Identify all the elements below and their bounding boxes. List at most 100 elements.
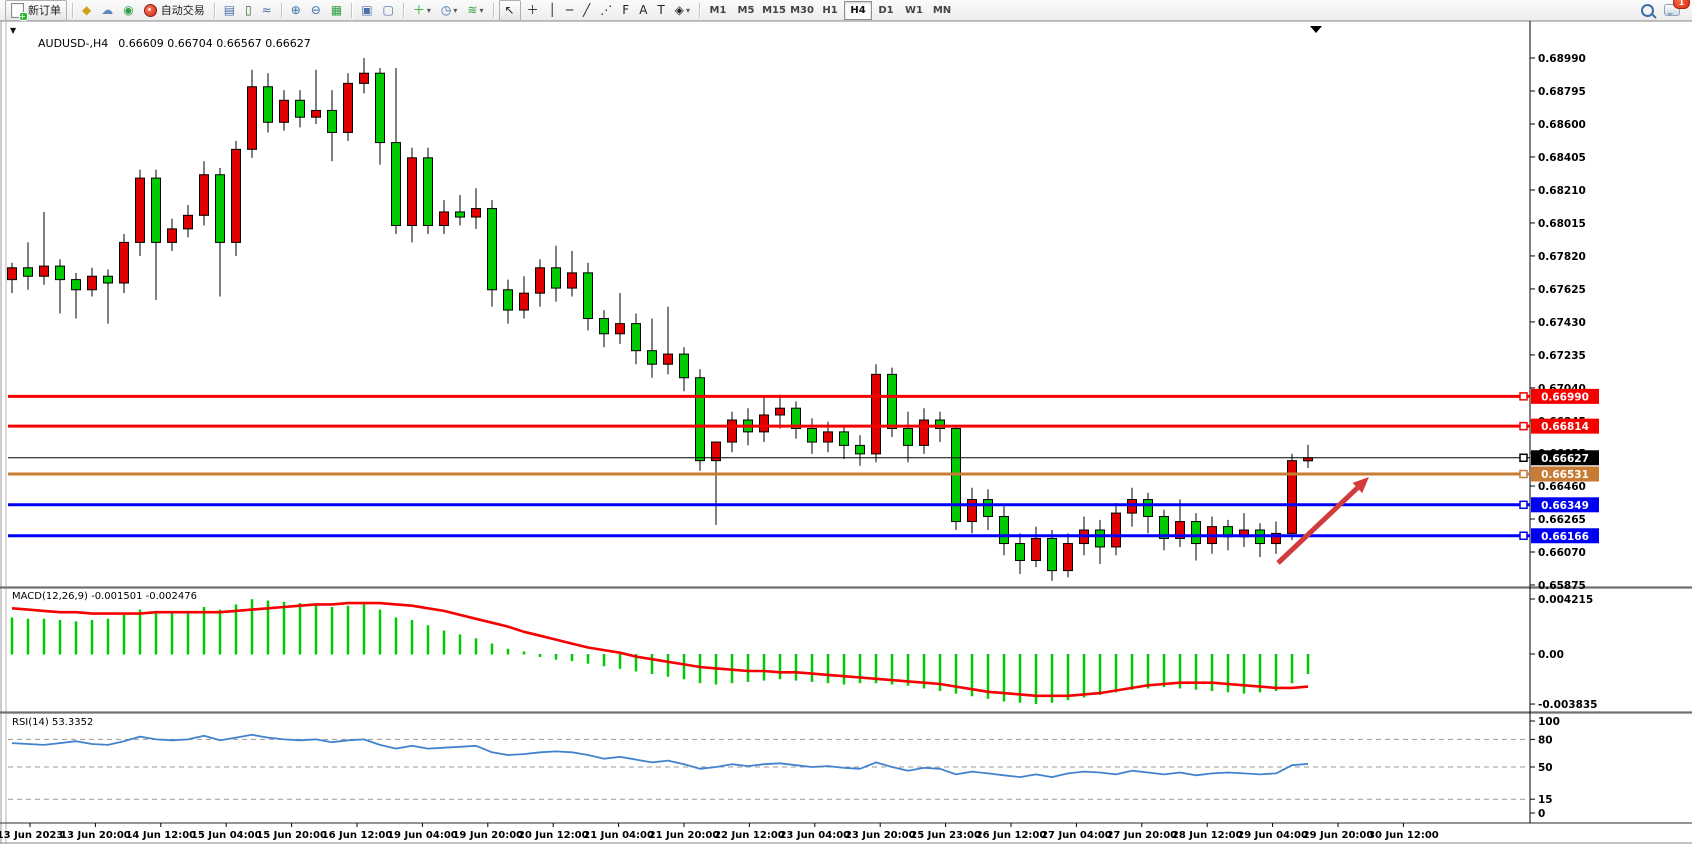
level-line-handle[interactable] bbox=[1519, 500, 1528, 510]
text-tool[interactable]: A bbox=[635, 0, 651, 21]
bar-chart-icon[interactable]: ▤ bbox=[220, 0, 239, 21]
timeframe-d1[interactable]: D1 bbox=[878, 4, 894, 16]
line-chart-icon[interactable]: ≈ bbox=[258, 0, 276, 21]
timeframe-m1[interactable]: M1 bbox=[709, 4, 727, 16]
autotrading-button[interactable]: 自动交易 bbox=[140, 0, 209, 21]
level-line-handle[interactable] bbox=[1519, 392, 1528, 401]
zoom-in-icon[interactable]: ⊕ bbox=[287, 0, 305, 21]
cursor-tool[interactable]: ↖ bbox=[498, 0, 521, 21]
chart-canvas[interactable]: 0.68990 0.68795 0.68600 0.68405 0.68210 0.680… bbox=[0, 21, 1692, 844]
notifications-button[interactable]: 1 bbox=[1660, 0, 1690, 21]
channel-tool-glyph: ⋰ bbox=[600, 3, 613, 17]
price-marker-label: 0.66990 bbox=[1541, 391, 1589, 403]
candle-up bbox=[823, 431, 833, 443]
timeframe-m15[interactable]: M15 bbox=[762, 4, 786, 16]
horizontal-line-tool-glyph: ─ bbox=[565, 3, 574, 17]
metaeditor-icon[interactable]: ◆ bbox=[78, 0, 95, 21]
timeframe-h1[interactable]: H1 bbox=[822, 4, 838, 16]
time-tick-label: 15 Jun 04:00 bbox=[191, 830, 262, 841]
time-tick-label: 16 Jun 12:00 bbox=[322, 830, 393, 841]
channel-tool[interactable]: ⋰ bbox=[596, 0, 616, 21]
macd-axis[interactable]: 0.004215 0.00 -0.003835 bbox=[1530, 594, 1598, 711]
period-dropdown[interactable]: ◷ ▾ bbox=[437, 0, 462, 21]
time-tick-label: 27 Jun 04:00 bbox=[1041, 830, 1112, 841]
level-line-handle[interactable] bbox=[1519, 531, 1528, 541]
candle-up bbox=[199, 174, 209, 216]
panel-splitters[interactable] bbox=[0, 586, 1692, 824]
price-tick-label: 0.67430 bbox=[1538, 317, 1586, 329]
price-tick-label: 0.66265 bbox=[1538, 514, 1586, 526]
horizontal-line-tool[interactable]: ─ bbox=[562, 0, 577, 21]
timeframe-w1[interactable]: W1 bbox=[905, 4, 923, 16]
vertical-line-tool[interactable]: │ bbox=[545, 0, 560, 21]
label-tool-glyph: T bbox=[657, 3, 665, 17]
time-tick-label: 23 Jun 20:00 bbox=[845, 830, 916, 841]
trendline-tool[interactable]: ╱ bbox=[579, 0, 594, 21]
candlestick-chart-icon[interactable]: ▯ bbox=[241, 0, 256, 21]
candle-up bbox=[39, 265, 49, 277]
new-chart-dropdown[interactable]: ＋ ▾ bbox=[409, 0, 435, 21]
auto-arrange-icon[interactable]: ▣ bbox=[357, 0, 376, 21]
level-line-handle[interactable] bbox=[1519, 469, 1528, 479]
search-button[interactable] bbox=[1637, 0, 1658, 21]
zoom-out-icon[interactable]: ⊖ bbox=[307, 0, 325, 21]
market-watch-icon[interactable]: ☁ bbox=[97, 0, 117, 21]
arrows-tool-glyph: ◈ bbox=[674, 3, 684, 17]
price-marker-box[interactable] bbox=[1531, 450, 1599, 466]
price-marker-box[interactable] bbox=[1531, 497, 1599, 513]
new-order-label: 新订单 bbox=[28, 4, 61, 17]
candle-down bbox=[839, 431, 849, 446]
rsi-axis[interactable]: 100 80 50 15 0 bbox=[1530, 716, 1560, 820]
timeframe-mn[interactable]: MN bbox=[932, 4, 952, 16]
candle-up bbox=[1111, 512, 1121, 548]
toolbar-separator bbox=[72, 2, 73, 18]
indicators-dropdown[interactable]: ≋ ▾ bbox=[463, 0, 487, 21]
candle-down bbox=[263, 86, 273, 123]
tile-windows-icon[interactable]: ▦ bbox=[327, 0, 346, 21]
label-tool[interactable]: T bbox=[653, 0, 668, 21]
fibonacci-tool-glyph: F bbox=[622, 3, 630, 17]
candle-down bbox=[423, 157, 433, 226]
time-tick-label: 21 Jun 20:00 bbox=[649, 830, 720, 841]
arrow-shaft bbox=[1276, 486, 1360, 565]
price-marker-box[interactable] bbox=[1531, 388, 1599, 404]
crosshair-tool[interactable]: ＋ bbox=[523, 0, 543, 21]
timeframe-m30[interactable]: M30 bbox=[790, 4, 814, 16]
period-dropdown-glyph: ◷ bbox=[440, 3, 452, 17]
candlestick-chart-icon-glyph: ▯ bbox=[245, 3, 252, 17]
level-line-handle[interactable] bbox=[1519, 421, 1528, 431]
time-tick-label: 14 Jun 12:00 bbox=[125, 830, 196, 841]
level-line-handle[interactable] bbox=[1519, 453, 1528, 463]
price-tick-label: 0.67235 bbox=[1538, 350, 1586, 362]
candle-up bbox=[407, 157, 417, 226]
candle-down bbox=[983, 499, 993, 517]
timeframe-h4[interactable]: H4 bbox=[844, 0, 872, 20]
price-marker-box[interactable] bbox=[1531, 466, 1599, 482]
candle-up bbox=[135, 177, 145, 243]
macd-panel bbox=[10, 599, 1310, 705]
chart-shift-marker-icon[interactable] bbox=[1310, 26, 1322, 33]
price-level-lines[interactable]: 0.66990 0.66814 0.66627 0.66531 0.66349 0.661… bbox=[8, 388, 1599, 544]
time-tick-label: 13 Jun 20:00 bbox=[60, 830, 131, 841]
new-order-button[interactable]: + 新订单 bbox=[5, 0, 67, 21]
price-marker-box[interactable] bbox=[1531, 528, 1599, 544]
time-tick-label: 27 Jun 20:00 bbox=[1106, 830, 1177, 841]
price-marker-box[interactable] bbox=[1531, 418, 1599, 434]
trend-annotation-arrow[interactable] bbox=[1276, 477, 1369, 565]
candle-up bbox=[359, 72, 369, 84]
main-toolbar: + 新订单 ◆ ☁ ◉ 自动交易 ▤ ▯ ≈ ⊕ ⊖ ▦ ▣ ▢ ＋ ▾ ◷ ▾ ≋ ▾ ↖ ＋ │ ─ ╱ ⋰ F A T ◈ ▾ M1 M5… bbox=[0, 0, 1692, 21]
candle-down bbox=[679, 353, 689, 379]
arrows-tool[interactable]: ◈ ▾ bbox=[671, 0, 694, 21]
time-tick-label: 21 Jun 04:00 bbox=[583, 830, 654, 841]
candle-down bbox=[1095, 529, 1105, 548]
signals-icon[interactable]: ◉ bbox=[119, 0, 137, 21]
fibonacci-tool[interactable]: F bbox=[618, 0, 633, 21]
track-chart-icon[interactable]: ▢ bbox=[379, 0, 398, 21]
symbol-dropdown-icon[interactable]: ▼ bbox=[10, 26, 17, 35]
timeframe-m5[interactable]: M5 bbox=[737, 4, 755, 16]
candle-up bbox=[343, 82, 353, 133]
macd-indicator-label: MACD(12,26,9) -0.001501 -0.002476 bbox=[12, 591, 197, 602]
candle-up bbox=[119, 241, 129, 284]
candle-up bbox=[711, 441, 721, 462]
